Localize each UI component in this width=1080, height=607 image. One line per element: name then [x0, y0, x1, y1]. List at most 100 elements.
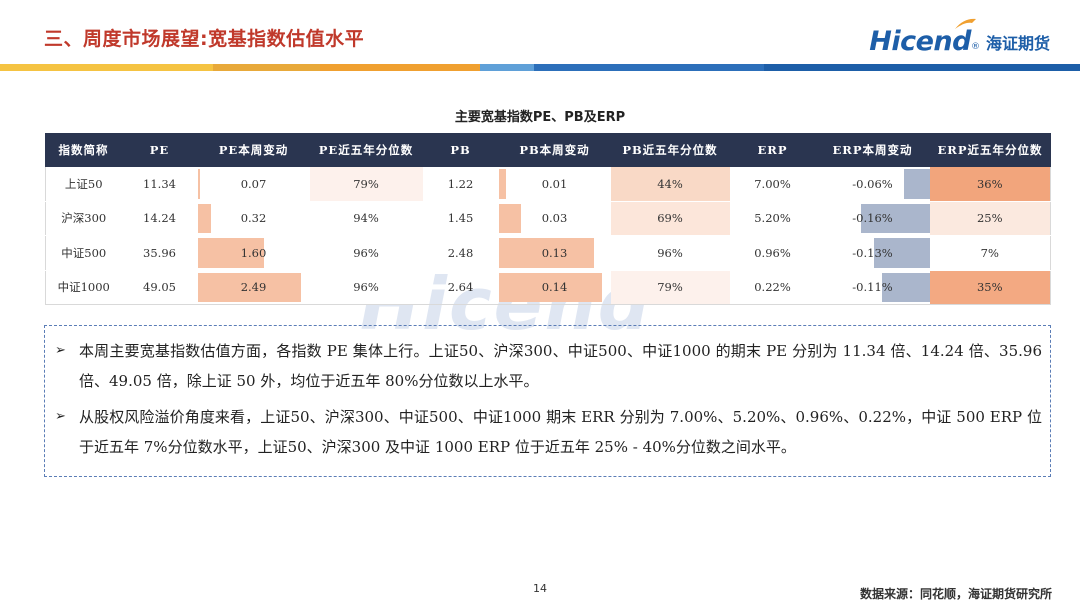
- pe-percentile-cell: 94%: [309, 200, 423, 236]
- valuation-table: 指数简称 PE PE本周变动 PE近五年分位数 PB PB本周变动 PB近五年分…: [45, 133, 1051, 305]
- cell-value: -0.11%: [852, 280, 893, 295]
- column-header: ERP本周变动: [815, 133, 930, 167]
- erp-change-cell: -0.16%: [815, 200, 930, 236]
- arrow-bullet-icon: ➢: [55, 343, 66, 358]
- pb-change-cell: 0.14: [498, 269, 611, 305]
- cell-value: 36%: [976, 176, 1003, 191]
- cell-value: 中证500: [61, 245, 107, 260]
- erp-percentile-cell: 35%: [929, 269, 1051, 305]
- column-header: PE本周变动: [197, 133, 310, 167]
- cell-value: 2.48: [447, 245, 474, 260]
- page-number: 14: [533, 582, 547, 595]
- data-bar: [197, 203, 211, 233]
- pb-cell: 1.45: [422, 200, 499, 236]
- pe-cell: 49.05: [121, 269, 198, 305]
- erp-change-cell: -0.11%: [815, 269, 930, 305]
- cell-value: 96%: [353, 245, 379, 260]
- cell-value: 49.05: [143, 280, 176, 295]
- cell-value: 7%: [980, 245, 999, 260]
- erp-cell: 0.96%: [729, 235, 816, 271]
- column-header: PB本周变动: [498, 133, 611, 167]
- column-header: PB近五年分位数: [610, 133, 730, 167]
- cell-value: -0.13%: [852, 245, 893, 260]
- erp-percentile-cell: 36%: [929, 166, 1051, 202]
- stripe-segment: [0, 64, 213, 71]
- commentary-bullet: ➢ 从股权风险溢价角度来看，上证50、沪深300、中证500、中证1000 期末…: [55, 402, 1042, 462]
- table-header-row: 指数简称 PE PE本周变动 PE近五年分位数 PB PB本周变动 PB近五年分…: [45, 133, 1051, 167]
- cell-value: -0.16%: [852, 211, 893, 226]
- cell-value: 69%: [657, 211, 683, 226]
- logo-chinese-name: 海证期货: [985, 34, 1050, 53]
- data-bar: [197, 169, 201, 199]
- table-title: 主要宽基指数PE、PB及ERP: [454, 110, 626, 125]
- stripe-segment: [534, 64, 764, 71]
- column-header: PB: [422, 133, 499, 167]
- pb-percentile-cell: 69%: [610, 200, 730, 236]
- table-row: 中证500 35.96 1.60 96% 2.48 0.13 96% 0.96% -0.13% 7…: [45, 235, 1051, 271]
- erp-cell: 7.00%: [729, 166, 816, 202]
- table-row: 中证1000 49.05 2.49 96% 2.64 0.14 79% 0.22% -0.11%…: [45, 269, 1051, 305]
- company-logo: Hicend ® 海证期货: [869, 18, 1050, 57]
- commentary-box: ➢ 本周主要宽基指数估值方面，各指数 PE 集体上行。上证50、沪深300、中证…: [44, 325, 1051, 477]
- data-bar: [498, 203, 521, 233]
- cell-value: 79%: [657, 280, 683, 295]
- cell-value: 5.20%: [754, 211, 791, 226]
- column-header: PE: [121, 133, 198, 167]
- pb-cell: 2.64: [422, 269, 499, 305]
- cell-value: 0.96%: [754, 245, 791, 260]
- data-bar: [498, 169, 506, 199]
- column-header: ERP: [729, 133, 816, 167]
- pb-percentile-cell: 79%: [610, 269, 730, 305]
- data-bar: [197, 238, 264, 268]
- pb-cell: 1.22: [422, 166, 499, 202]
- erp-percentile-cell: 25%: [929, 200, 1051, 236]
- cell-value: 25%: [976, 211, 1003, 226]
- erp-change-cell: -0.13%: [815, 235, 930, 271]
- stripe-segment: [764, 64, 1080, 71]
- erp-percentile-cell: 7%: [929, 235, 1051, 271]
- column-header: PE近五年分位数: [309, 133, 423, 167]
- data-bar: [903, 169, 930, 199]
- data-bar: [861, 203, 930, 233]
- stripe-segment: [480, 64, 534, 71]
- stripe-segment: [320, 64, 480, 71]
- cell-value: 1.45: [447, 211, 474, 226]
- index-name-cell: 沪深300: [45, 200, 122, 236]
- cell-value: 35%: [976, 280, 1003, 295]
- commentary-text: 本周主要宽基指数估值方面，各指数 PE 集体上行。上证50、沪深300、中证50…: [79, 342, 1042, 390]
- cell-value: 1.60: [240, 245, 267, 260]
- cell-value: 上证50: [64, 176, 103, 191]
- pe-cell: 11.34: [121, 166, 198, 202]
- pe-change-cell: 1.60: [197, 235, 310, 271]
- pb-change-cell: 0.03: [498, 200, 611, 236]
- data-bar: [498, 272, 602, 302]
- column-header: ERP近五年分位数: [929, 133, 1051, 167]
- pe-percentile-cell: 96%: [309, 269, 423, 305]
- index-name-cell: 上证50: [45, 166, 122, 202]
- data-bar: [197, 272, 301, 302]
- data-source: 数据来源：同花顺，海证期货研究所: [859, 587, 1052, 601]
- erp-change-cell: -0.06%: [815, 166, 930, 202]
- logo-registered-mark: ®: [970, 42, 980, 52]
- logo-wordmark-text: Hicend: [869, 26, 971, 57]
- cell-value: 0.01: [541, 176, 568, 191]
- cell-value: 沪深300: [61, 211, 107, 226]
- pb-change-cell: 0.13: [498, 235, 611, 271]
- erp-cell: 0.22%: [729, 269, 816, 305]
- pe-change-cell: 0.32: [197, 200, 310, 236]
- pb-percentile-cell: 44%: [610, 166, 730, 202]
- data-bar: [873, 238, 930, 268]
- cell-value: 96%: [353, 280, 379, 295]
- cell-value: 0.32: [240, 211, 267, 226]
- logo-wordmark: Hicend: [869, 18, 976, 57]
- cell-value: 0.13: [541, 245, 568, 260]
- commentary-bullet: ➢ 本周主要宽基指数估值方面，各指数 PE 集体上行。上证50、沪深300、中证…: [55, 336, 1042, 396]
- data-bar: [882, 272, 930, 302]
- cell-value: 2.64: [447, 280, 474, 295]
- table-row: 沪深300 14.24 0.32 94% 1.45 0.03 69% 5.20% -0.16% 2…: [45, 200, 1051, 236]
- logo-swoosh-icon: [954, 18, 976, 29]
- cell-value: 14.24: [143, 211, 176, 226]
- commentary-text: 从股权风险溢价角度来看，上证50、沪深300、中证500、中证1000 期末 E…: [79, 408, 1042, 456]
- header-stripe: [0, 64, 1080, 71]
- table-row: 上证50 11.34 0.07 79% 1.22 0.01 44% 7.00% -0.06% 36…: [45, 166, 1051, 202]
